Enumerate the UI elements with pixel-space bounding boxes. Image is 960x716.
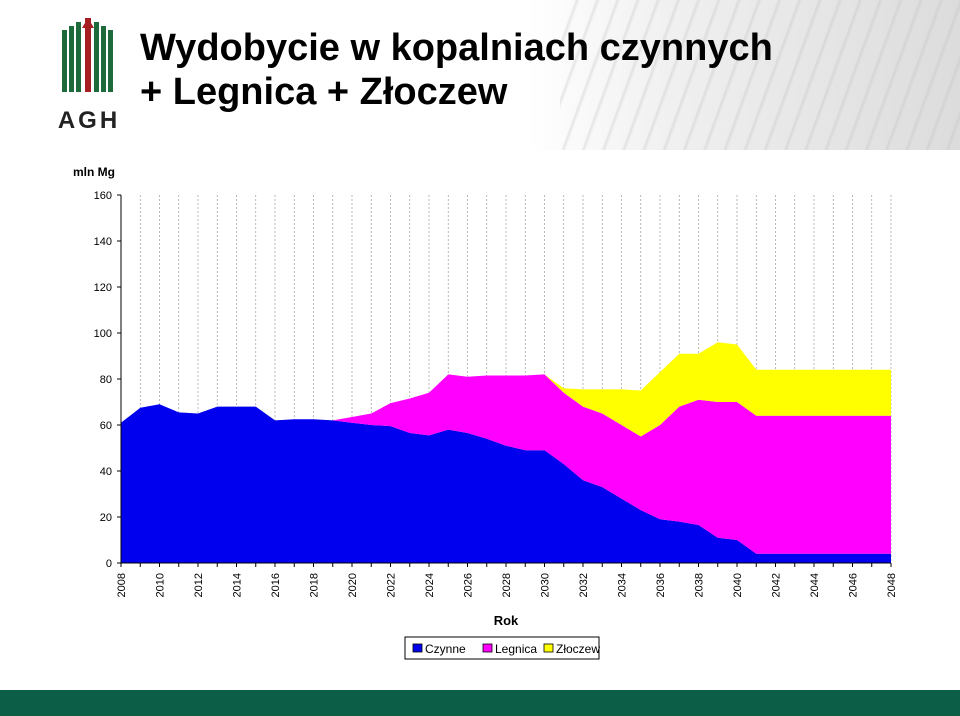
legend-box bbox=[404, 636, 600, 660]
legend-swatch bbox=[482, 643, 493, 653]
y-tick-label: 140 bbox=[94, 236, 112, 248]
x-tick-label: 2014 bbox=[232, 573, 244, 597]
x-tick-label: 2008 bbox=[116, 573, 128, 597]
x-tick-label: 2038 bbox=[694, 573, 706, 597]
legend-label: Złoczew bbox=[556, 642, 600, 656]
legend-swatch bbox=[543, 643, 554, 653]
y-tick-label: 160 bbox=[94, 190, 112, 202]
legend-label: Legnica bbox=[495, 642, 537, 656]
y-tick-label: 0 bbox=[106, 558, 112, 570]
legend-label: Czynne bbox=[425, 642, 466, 656]
header-banner: AGH Wydobycie w kopalniach czynnych + Le… bbox=[0, 0, 960, 150]
x-tick-label: 2022 bbox=[386, 573, 398, 597]
title-line-2: + Legnica + Złoczew bbox=[140, 71, 508, 113]
x-tick-label: 2030 bbox=[540, 573, 552, 597]
x-tick-label: 2018 bbox=[309, 573, 321, 597]
y-tick-label: 120 bbox=[94, 282, 112, 294]
x-tick-label: 2010 bbox=[155, 573, 167, 597]
y-tick-label: 40 bbox=[100, 466, 112, 478]
x-tick-label: 2040 bbox=[732, 573, 744, 597]
x-tick-label: 2032 bbox=[578, 573, 590, 597]
y-tick-label: 80 bbox=[100, 374, 112, 386]
x-tick-label: 2028 bbox=[501, 573, 513, 597]
x-tick-label: 2044 bbox=[809, 573, 821, 597]
y-tick-label: 60 bbox=[100, 420, 112, 432]
page-title: Wydobycie w kopalniach czynnych + Legnic… bbox=[140, 26, 773, 114]
agh-logo: AGH bbox=[58, 18, 120, 134]
x-tick-label: 2048 bbox=[886, 573, 898, 597]
area-złoczew bbox=[121, 342, 891, 437]
title-line-1: Wydobycie w kopalniach czynnych bbox=[140, 27, 773, 69]
x-tick-label: 2046 bbox=[848, 573, 860, 597]
x-tick-label: 2024 bbox=[424, 573, 436, 597]
legend-swatch bbox=[412, 643, 423, 653]
y-axis-title: mln Mg bbox=[73, 165, 115, 179]
header-decoration bbox=[560, 0, 960, 150]
footer-bar bbox=[0, 690, 960, 716]
y-tick-label: 20 bbox=[100, 512, 112, 524]
logo-text: AGH bbox=[58, 107, 120, 134]
x-tick-label: 2012 bbox=[193, 573, 205, 597]
x-tick-label: 2036 bbox=[655, 573, 667, 597]
y-tick-label: 100 bbox=[94, 328, 112, 340]
x-axis-title: Rok bbox=[494, 613, 519, 628]
x-tick-label: 2034 bbox=[617, 573, 629, 597]
x-tick-label: 2020 bbox=[347, 573, 359, 597]
x-tick-label: 2016 bbox=[270, 573, 282, 597]
logo-emblem bbox=[62, 18, 113, 92]
x-tick-label: 2042 bbox=[771, 573, 783, 597]
area-legnica bbox=[121, 374, 891, 554]
x-tick-label: 2026 bbox=[463, 573, 475, 597]
area-czynne bbox=[121, 404, 891, 563]
